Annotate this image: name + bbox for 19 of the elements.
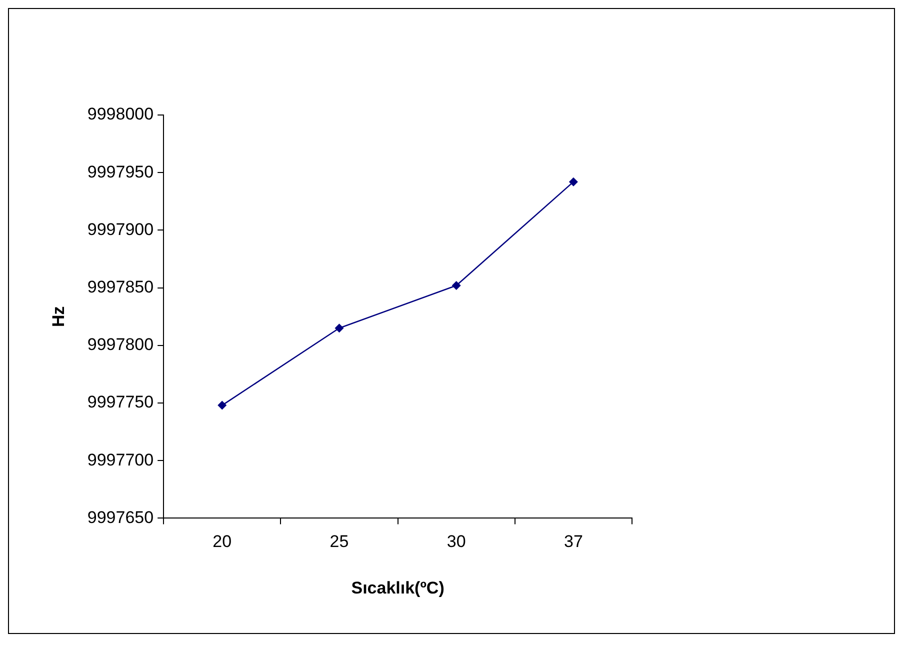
y-tick-label: 9997700: [87, 450, 154, 470]
point: [568, 177, 578, 186]
y-tick-label: 9997800: [87, 335, 154, 354]
chart-frame: Sıcaklık(ºC) Hz 20 25 30 37 9997650 9997700 9997750 9997800 9997850 9997900 9997950 9998000: [8, 8, 895, 634]
x-axis-title: Sıcaklık(ºC): [351, 578, 444, 598]
y-tick-label: 9997950: [87, 162, 154, 182]
point: [452, 280, 461, 290]
x-tick-label: 37: [564, 532, 583, 552]
point: [218, 400, 227, 410]
x-tick-label: 20: [212, 532, 232, 552]
y-tick-label: 9998000: [87, 104, 154, 124]
y-tick-label: 9997750: [87, 392, 154, 412]
y-tick-label: 9997650: [87, 508, 154, 527]
x-tick-label: 30: [446, 532, 466, 552]
y-tick-label: 9997850: [87, 277, 154, 296]
y-axis-title: Hz: [48, 306, 68, 327]
point: [334, 324, 344, 333]
x-tick-label: 25: [330, 532, 349, 552]
y-tick-label: 9997900: [87, 220, 154, 239]
